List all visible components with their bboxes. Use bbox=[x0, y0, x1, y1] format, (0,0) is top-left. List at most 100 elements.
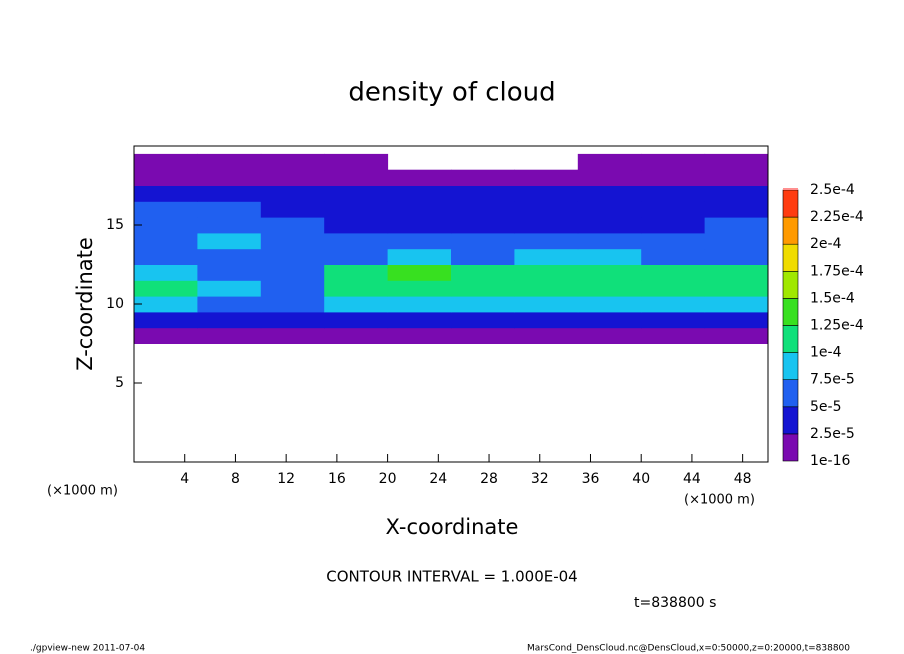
heatmap-cell bbox=[134, 185, 198, 202]
heatmap-cell bbox=[387, 311, 452, 329]
heatmap-cell bbox=[641, 248, 706, 265]
heatmap-cell bbox=[260, 296, 325, 313]
heatmap-cell bbox=[704, 201, 769, 218]
heatmap-cell bbox=[577, 185, 642, 202]
heatmap-cell bbox=[324, 232, 389, 250]
x-tick-label: 12 bbox=[277, 471, 295, 487]
x-tick-label: 32 bbox=[531, 471, 549, 487]
heatmap-cell bbox=[197, 217, 262, 234]
time-note: t=838800 s bbox=[634, 595, 716, 611]
heatmap-cell bbox=[451, 169, 515, 186]
heatmap-cell bbox=[387, 296, 452, 313]
heatmap-cell bbox=[197, 280, 262, 297]
x-tick-label: 8 bbox=[231, 471, 240, 487]
heatmap-cell bbox=[514, 296, 579, 313]
x-tick-label: 20 bbox=[379, 471, 397, 487]
heatmap-cell bbox=[134, 311, 198, 329]
colorbar-label: 2.25e-4 bbox=[810, 209, 864, 225]
heatmap-cell bbox=[641, 169, 706, 186]
heatmap-cell bbox=[514, 217, 579, 234]
heatmap-cell bbox=[387, 185, 452, 202]
heatmap-cell bbox=[704, 169, 769, 186]
colorbar-box bbox=[782, 298, 799, 326]
heatmap-cell bbox=[704, 280, 769, 297]
x-tick-label: 40 bbox=[632, 471, 650, 487]
heatmap-cell bbox=[641, 185, 706, 202]
colorbar-cap bbox=[783, 188, 798, 190]
chart-title: density of cloud bbox=[348, 78, 555, 108]
x-unit: (×1000 m) bbox=[684, 493, 755, 508]
heatmap-cell bbox=[577, 201, 642, 218]
heatmap-cell bbox=[197, 248, 262, 265]
heatmap-cell bbox=[451, 296, 515, 313]
colorbar-label: 2e-4 bbox=[810, 236, 842, 252]
heatmap-cell bbox=[387, 248, 452, 265]
heatmap-cell bbox=[260, 311, 325, 329]
x-axis-label: X-coordinate bbox=[386, 515, 519, 539]
heatmap-cell bbox=[577, 169, 642, 186]
heatmap-cell bbox=[134, 248, 198, 265]
heatmap-cell bbox=[451, 185, 515, 202]
colorbar-box bbox=[782, 379, 799, 408]
heatmap-cell bbox=[704, 264, 769, 281]
heatmap-cell bbox=[577, 153, 642, 171]
heatmap-cell bbox=[641, 327, 706, 344]
heatmap-cell bbox=[641, 264, 706, 281]
colorbar-box bbox=[782, 352, 799, 381]
heatmap-cell bbox=[577, 327, 642, 344]
heatmap-cell bbox=[641, 296, 706, 313]
heatmap-cell bbox=[451, 248, 515, 265]
heatmap-cell bbox=[324, 264, 389, 281]
footer-right: MarsCond_DensCloud.nc@DensCloud,x=0:5000… bbox=[527, 644, 850, 654]
heatmap-cell bbox=[577, 264, 642, 281]
heatmap-cell bbox=[324, 248, 389, 265]
heatmap-cell bbox=[387, 169, 452, 186]
colorbar-label: 1.25e-4 bbox=[810, 318, 864, 334]
heatmap-cell bbox=[197, 232, 262, 250]
heatmap-cell bbox=[387, 327, 452, 344]
heatmap-cell bbox=[514, 201, 579, 218]
heatmap-cell bbox=[197, 201, 262, 218]
heatmap-cell bbox=[134, 280, 198, 297]
heatmap-cell bbox=[260, 280, 325, 297]
heatmap-cell bbox=[134, 169, 198, 186]
x-tick-label: 48 bbox=[734, 471, 752, 487]
heatmap-cell bbox=[324, 280, 389, 297]
heatmap-cell bbox=[577, 232, 642, 250]
heatmap-cell bbox=[451, 280, 515, 297]
heatmap-cell bbox=[577, 248, 642, 265]
heatmap-cell bbox=[704, 217, 769, 234]
heatmap-cell bbox=[260, 201, 325, 218]
colorbar-box bbox=[782, 189, 799, 218]
colorbar-box bbox=[782, 433, 799, 462]
heatmap-cell bbox=[197, 169, 262, 186]
heatmap-cell bbox=[197, 264, 262, 281]
heatmap-cell bbox=[641, 201, 706, 218]
y-tick-label: 10 bbox=[106, 296, 124, 312]
heatmap-cell bbox=[134, 153, 198, 171]
x-tick-label: 44 bbox=[683, 471, 701, 487]
colorbar-label: 5e-5 bbox=[810, 399, 841, 415]
heatmap-cell bbox=[514, 232, 579, 250]
heatmap-cell bbox=[197, 327, 262, 344]
heatmap-cell bbox=[577, 296, 642, 313]
heatmap-cell bbox=[387, 280, 452, 297]
heatmap-cell bbox=[134, 327, 198, 344]
colorbar-label: 1.75e-4 bbox=[810, 263, 864, 279]
heatmap-cell bbox=[577, 280, 642, 297]
colorbar-label: 1e-16 bbox=[810, 453, 850, 469]
heatmap-cell bbox=[704, 153, 769, 171]
heatmap-cell bbox=[704, 232, 769, 250]
y-unit: (×1000 m) bbox=[47, 484, 118, 499]
heatmap-cell bbox=[514, 280, 579, 297]
heatmap-cell bbox=[704, 327, 769, 344]
heatmap-cell bbox=[514, 248, 579, 265]
colorbar-label: 1e-4 bbox=[810, 345, 842, 361]
heatmap-cell bbox=[260, 327, 325, 344]
x-tick-label: 16 bbox=[328, 471, 346, 487]
footer-left: ./gpview-new 2011-07-04 bbox=[30, 644, 145, 654]
heatmap-cell bbox=[134, 264, 198, 281]
heatmap-cell bbox=[324, 217, 389, 234]
heatmap-cell bbox=[704, 296, 769, 313]
